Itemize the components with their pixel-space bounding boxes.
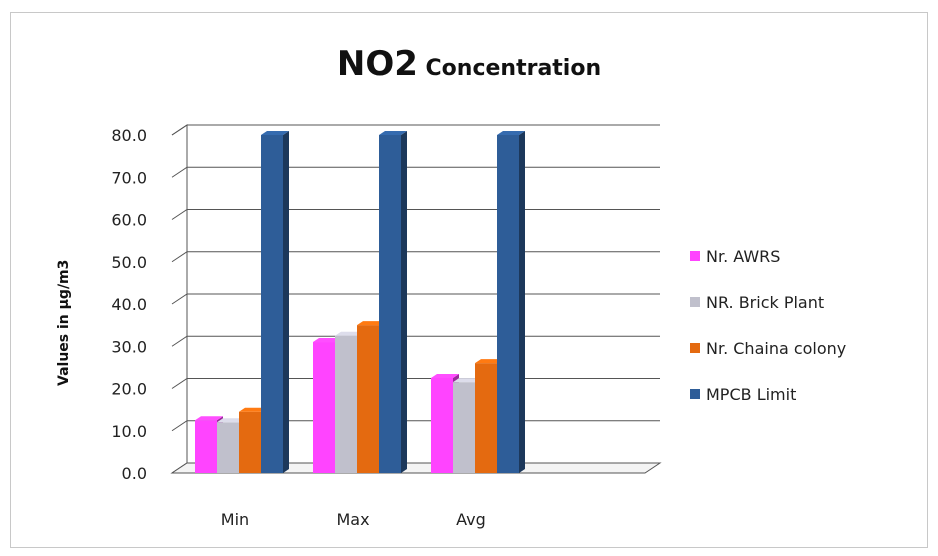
bar-side [519, 131, 525, 473]
bar-top [379, 131, 407, 135]
y-tick-label: 30.0 [111, 337, 147, 356]
legend-swatch [690, 297, 700, 307]
x-tick-label: Avg [456, 510, 486, 529]
x-tick-label: Min [221, 510, 249, 529]
y-tick-label: 20.0 [111, 380, 147, 399]
gridline [171, 378, 660, 389]
bar-top [335, 331, 363, 336]
y-tick-label: 60.0 [111, 211, 147, 230]
bar-top [217, 418, 245, 423]
gridline [171, 124, 660, 136]
bar [313, 342, 335, 473]
bar-top [453, 378, 481, 383]
bar [453, 382, 475, 473]
chart-title: NO2 Concentration [0, 44, 938, 84]
legend-item: Nr. AWRS [690, 244, 846, 268]
x-tick-label: Max [336, 510, 369, 529]
bar-top [313, 338, 341, 343]
legend-swatch [690, 343, 700, 353]
chart-title-main: NO2 [336, 44, 418, 84]
legend-item: NR. Brick Plant [690, 290, 846, 314]
y-tick-label: 80.0 [111, 126, 147, 145]
bar-top [195, 416, 223, 421]
y-tick-label: 0.0 [122, 464, 147, 483]
legend-swatch [690, 251, 700, 261]
bar [239, 411, 261, 473]
legend-item: Nr. Chaina colony [690, 336, 846, 360]
gridline [171, 209, 660, 220]
bar [195, 420, 217, 473]
bar [357, 325, 379, 473]
legend-label: Nr. Chaina colony [706, 338, 847, 358]
bar-side [401, 131, 407, 473]
gridline [171, 166, 660, 178]
bar-top [261, 131, 289, 135]
y-tick-label: 70.0 [111, 168, 147, 187]
chart-legend: Nr. AWRS NR. Brick Plant Nr. Chaina colony… [690, 244, 846, 428]
bar-top [357, 321, 385, 326]
bar-top [497, 131, 525, 135]
legend-label: Nr. AWRS [706, 246, 781, 266]
y-tick-label: 50.0 [111, 253, 147, 272]
bar-top [475, 359, 503, 364]
bar-top [431, 373, 459, 378]
gridline [171, 293, 660, 305]
gridline [171, 335, 660, 347]
bar-top [239, 407, 267, 412]
bar-side [283, 131, 289, 473]
bar [335, 335, 357, 473]
legend-label: NR. Brick Plant [706, 292, 825, 312]
y-tick-label: 40.0 [111, 295, 147, 314]
legend-item: MPCB Limit [690, 382, 846, 406]
bar [217, 422, 239, 473]
legend-label: MPCB Limit [706, 384, 797, 404]
bar [431, 377, 453, 473]
gridline [171, 251, 660, 263]
bar [475, 363, 497, 473]
chart-title-rest: Concentration [417, 56, 602, 81]
bar [497, 135, 519, 473]
bar [379, 135, 401, 473]
legend-swatch [690, 389, 700, 399]
bar [261, 135, 283, 473]
y-tick-label: 10.0 [111, 422, 147, 441]
